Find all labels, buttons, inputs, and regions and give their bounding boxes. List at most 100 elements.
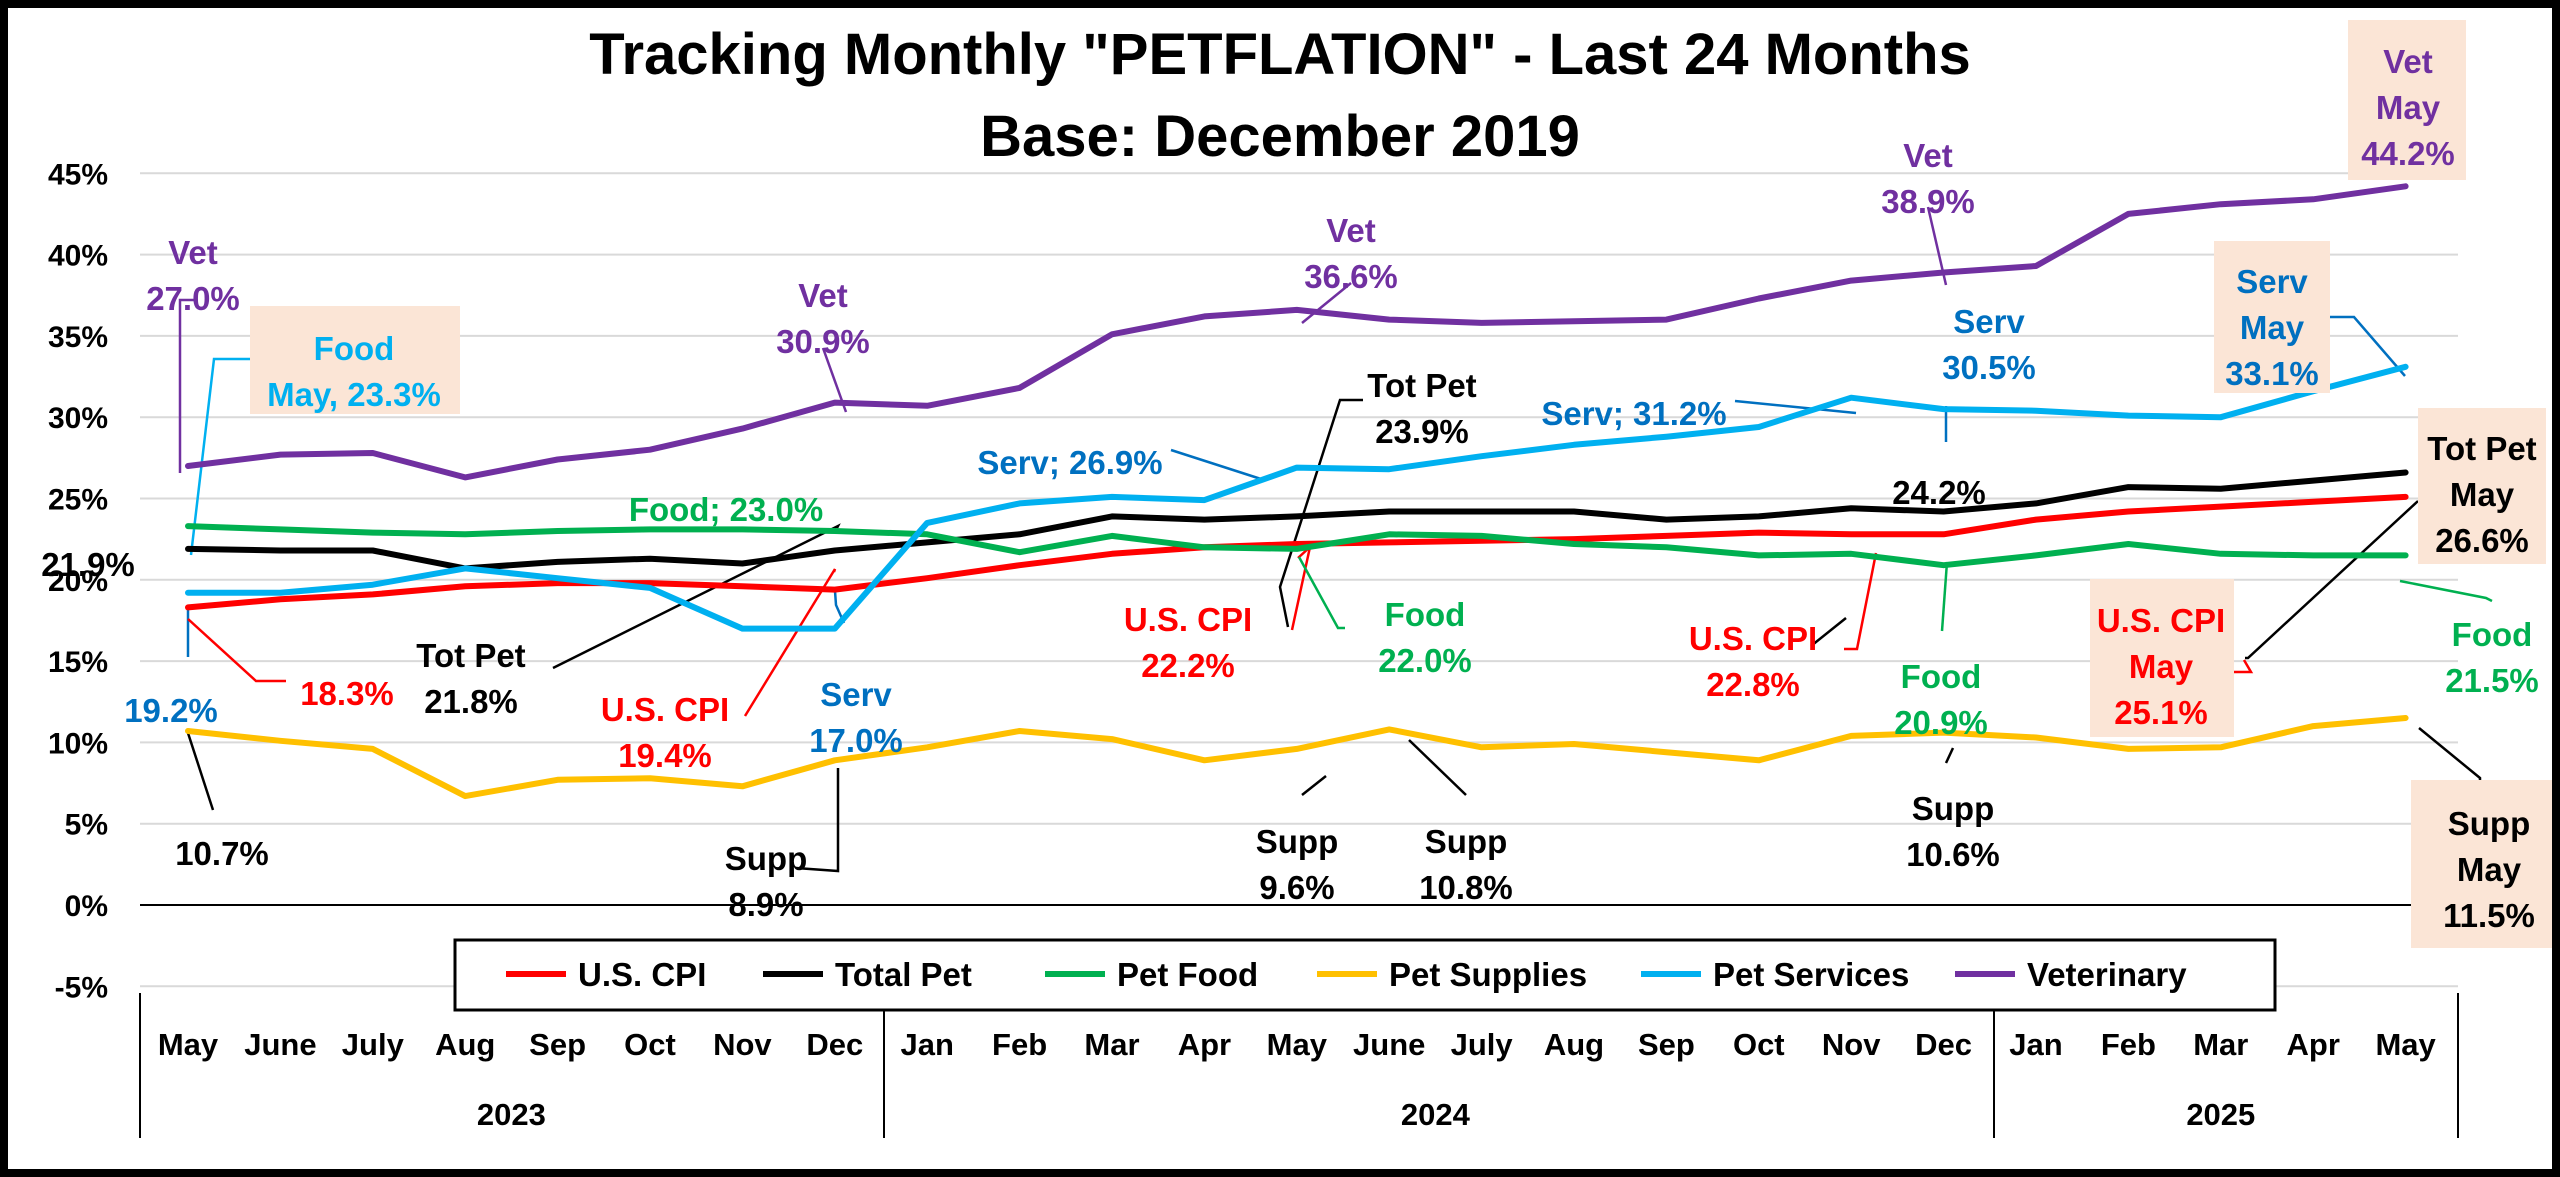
legend-label: Pet Food	[1117, 956, 1258, 993]
annotation-label: 21.8%	[424, 683, 518, 720]
x-tick-label: Apr	[2287, 1027, 2340, 1062]
legend-label: Total Pet	[835, 956, 972, 993]
annotation-leader-line	[2330, 315, 2406, 377]
annotation-label: Vet	[2383, 43, 2433, 80]
annotation-label: Serv	[2236, 263, 2308, 300]
annotation-label: 8.9%	[728, 886, 803, 923]
annotation-leader-line	[1940, 561, 1949, 632]
series-line-u-s-cpi	[185, 493, 2409, 611]
legend-label: Pet Services	[1713, 956, 1909, 993]
annotation-label: Supp	[1912, 790, 1994, 827]
annotation-label: 21.5%	[2445, 662, 2539, 699]
x-tick-label: Apr	[1178, 1027, 1231, 1062]
annotation-label: May	[2450, 476, 2515, 513]
annotation-label: Tot Pet	[2427, 430, 2536, 467]
annotation-label: Food	[1385, 596, 1466, 633]
series-line-pet-services	[185, 363, 2409, 632]
x-tick-label: Dec	[806, 1027, 863, 1062]
annotation-label: U.S. CPI	[1689, 620, 1817, 657]
annotation-label: U.S. CPI	[2097, 602, 2225, 639]
y-tick-label: -5%	[55, 971, 108, 1004]
annotation-label: 22.8%	[1706, 666, 1800, 703]
legend-label: U.S. CPI	[578, 956, 706, 993]
annotation-label: 23.9%	[1375, 413, 1469, 450]
annotation-highlight-box	[2214, 241, 2330, 393]
x-tick-label: Sep	[529, 1027, 586, 1062]
annotation-leader-line	[552, 523, 841, 670]
series-lines	[185, 183, 2409, 800]
annotation-label: Serv	[1953, 303, 2025, 340]
annotation-leader-line	[187, 618, 286, 683]
annotation-label: Vet	[1326, 212, 1376, 249]
annotation-label: 33.1%	[2225, 355, 2319, 392]
year-label: 2025	[2186, 1097, 2255, 1132]
annotation-leader-line	[743, 568, 837, 717]
annotation-leader-line	[2418, 727, 2482, 781]
annotation-label: 38.9%	[1881, 183, 1975, 220]
annotation-leader-line	[1734, 399, 1857, 415]
annotation-leader-line	[1844, 552, 1878, 651]
legend-label: Pet Supplies	[1389, 956, 1587, 993]
x-tick-label: Feb	[2101, 1027, 2156, 1062]
annotation-label: 9.6%	[1259, 869, 1334, 906]
annotation-label: Food; 23.0%	[629, 491, 823, 528]
annotation-label: 19.2%	[124, 692, 218, 729]
annotation-label: May, 23.3%	[267, 376, 441, 413]
year-label: 2024	[1401, 1097, 1471, 1132]
petflation-line-chart: -5% 0% 5% 10% 15% 20% 25% 30% 35% 40% 45% May June J…	[41, 20, 2552, 1138]
annotation-highlight-box	[2090, 579, 2234, 737]
annotation-label: 21.9%	[41, 546, 135, 583]
y-tick-label: 30%	[48, 402, 108, 435]
annotation-label: 30.9%	[776, 323, 870, 360]
x-tick-label: Feb	[992, 1027, 1047, 1062]
x-tick-label: May	[158, 1027, 219, 1062]
annotation-label: 20.9%	[1894, 704, 1988, 741]
annotation-leader-line	[186, 732, 215, 811]
y-tick-label: 40%	[48, 240, 108, 273]
x-tick-label: May	[1267, 1027, 1328, 1062]
annotation-highlight-box	[2348, 20, 2466, 180]
annotation-label: Vet	[1903, 137, 1953, 174]
y-tick-label: 45%	[48, 158, 108, 191]
annotation-highlight-box	[2418, 408, 2546, 564]
annotation-label: 24.2%	[1892, 474, 1986, 511]
grid-lines: -5% 0% 5% 10% 15% 20% 25% 30% 35% 40% 45%	[48, 158, 2458, 1004]
annotation-label: May	[2240, 309, 2305, 346]
annotation-label: Serv	[820, 676, 892, 713]
annotation-leader-line	[189, 357, 250, 556]
series-line-pet-food	[185, 523, 2409, 569]
annotations: Vet 27.0% Food May, 23.3% Vet 30.9% Vet 36.6% Ve…	[41, 20, 2552, 948]
annotation-label: 10.6%	[1906, 836, 2000, 873]
x-tick-label: June	[1353, 1027, 1425, 1062]
annotation-label: Tot Pet	[1367, 367, 1476, 404]
x-tick-label: June	[244, 1027, 316, 1062]
annotation-label: U.S. CPI	[601, 691, 729, 728]
x-tick-label: Jan	[900, 1027, 953, 1062]
annotation-label: 22.2%	[1141, 647, 1235, 684]
x-tick-label: July	[1451, 1027, 1514, 1062]
x-tick-label: Aug	[1544, 1027, 1604, 1062]
annotation-leader-line	[1301, 282, 1352, 324]
annotation-label: Vet	[168, 234, 218, 271]
annotation-label: Supp	[2448, 805, 2530, 842]
annotation-leader-line	[178, 298, 194, 473]
legend: U.S. CPI Total Pet Pet Food Pet Supplies Pet…	[453, 938, 2277, 1012]
y-tick-label: 10%	[48, 727, 108, 760]
annotation-label: Food	[1901, 658, 1982, 695]
x-tick-label: Oct	[1733, 1027, 1785, 1062]
annotation-label: Supp	[1425, 823, 1507, 860]
annotation-label: 26.6%	[2435, 522, 2529, 559]
annotation-highlight-box	[250, 306, 460, 414]
series-line-pet-supplies	[185, 715, 2409, 800]
annotation-label: 27.0%	[146, 280, 240, 317]
annotation-highlight-box	[2411, 780, 2552, 948]
x-tick-label: Jan	[2009, 1027, 2062, 1062]
annotation-leaders	[178, 206, 2493, 873]
annotation-leader-line	[1170, 448, 1262, 481]
series-line-total-pet	[185, 469, 2409, 572]
annotation-label: 11.5%	[2443, 897, 2535, 934]
annotation-label: 17.0%	[809, 722, 903, 759]
annotation-label: May	[2376, 89, 2441, 126]
annotation-label: Serv; 31.2%	[1541, 395, 1726, 432]
